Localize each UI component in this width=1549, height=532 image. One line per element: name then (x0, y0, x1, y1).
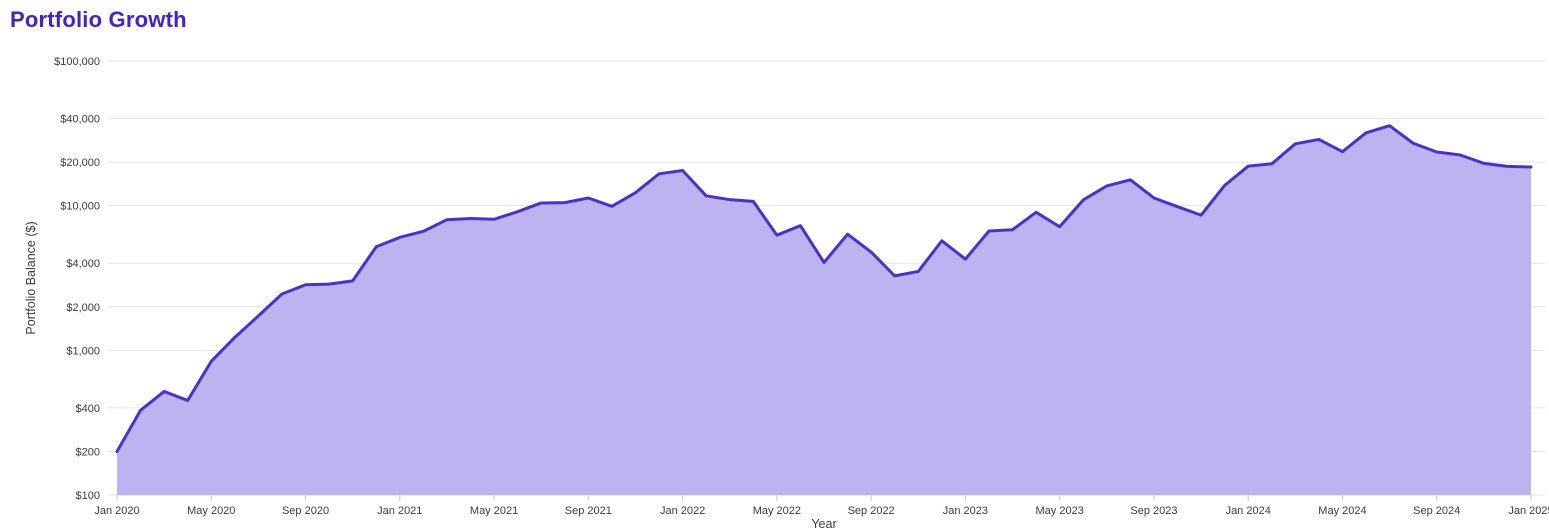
x-tick-label: Sep 2020 (282, 505, 329, 517)
x-tick-label: May 2023 (1036, 505, 1084, 517)
y-tick-label: $400 (76, 403, 100, 415)
x-tick-label: Sep 2023 (1130, 505, 1177, 517)
y-tick-label: $100 (76, 490, 100, 502)
area-fill (117, 125, 1531, 496)
x-tick-label: Jan 2020 (94, 505, 139, 517)
x-tick-label: Sep 2021 (565, 505, 612, 517)
x-tick-label: Jan 2022 (660, 505, 705, 517)
y-tick-label: $4,000 (66, 258, 100, 270)
x-tick-label: May 2024 (1318, 505, 1366, 517)
y-tick-label: $2,000 (66, 302, 100, 314)
y-tick-label: $40,000 (60, 114, 100, 126)
x-tick-label: May 2020 (187, 505, 235, 517)
x-tick-label: May 2022 (753, 505, 801, 517)
x-axis-title: Year (811, 517, 837, 531)
x-tick-label: Jan 2024 (1226, 505, 1271, 517)
x-tick-label: Sep 2024 (1413, 505, 1460, 517)
chart-title: Portfolio Growth (10, 7, 187, 32)
y-tick-label: $20,000 (60, 157, 100, 169)
x-tick-label: Jan 2021 (377, 505, 422, 517)
x-tick-label: Sep 2022 (848, 505, 895, 517)
y-tick-label: $100,000 (54, 56, 100, 68)
x-tick-label: Jan 2025 (1508, 505, 1549, 517)
x-tick-label: May 2021 (470, 505, 518, 517)
y-tick-label: $10,000 (60, 201, 100, 213)
x-tick-label: Jan 2023 (943, 505, 988, 517)
y-tick-label: $1,000 (66, 345, 100, 357)
y-tick-label: $200 (76, 446, 100, 458)
series-line (115, 124, 1533, 453)
